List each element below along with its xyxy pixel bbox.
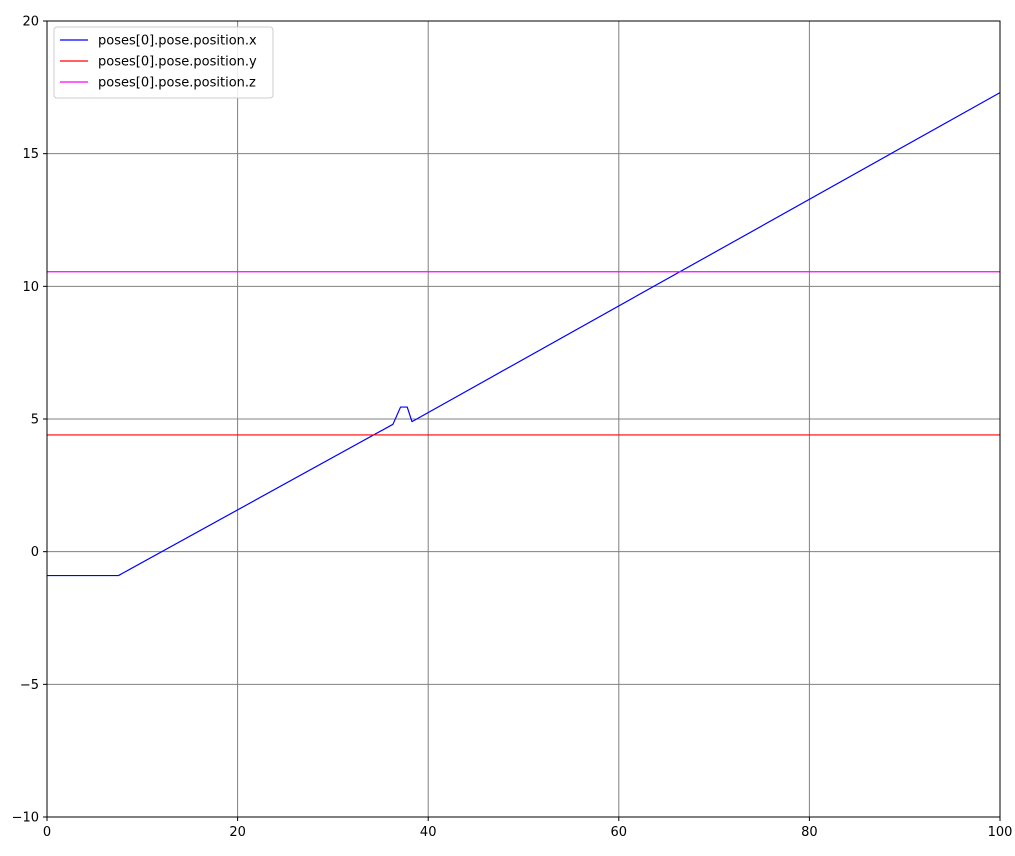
x-tick-label: 0 [43,825,51,840]
y-tick-label: −10 [12,811,39,826]
x-tick-label: 80 [801,825,818,840]
x-tick-label: 40 [420,825,437,840]
y-tick-label: 15 [22,147,39,162]
y-tick-label: 10 [22,280,39,295]
x-tick-label: 100 [988,825,1013,840]
axis-ticks: 0 20 40 60 80 100 −10 −5 0 5 10 15 20 [12,15,1013,841]
grid [46,20,1001,818]
legend-label-1: poses[0].pose.position.x [98,34,257,49]
y-tick-label: 0 [31,545,39,560]
x-tick-label: 20 [229,825,246,840]
legend: poses[0].pose.position.x poses[0].pose.po… [53,26,274,99]
legend-label-3: poses[0].pose.position.z [98,76,256,91]
series-lines [47,92,1001,577]
legend-label-2: poses[0].pose.position.y [98,55,257,70]
x-tick-label: 60 [611,825,628,840]
legend-box [53,26,274,99]
y-tick-label: 20 [22,15,39,30]
series-line-1 [47,92,1001,577]
y-tick-label: −5 [20,678,39,693]
y-tick-label: 5 [31,413,39,428]
